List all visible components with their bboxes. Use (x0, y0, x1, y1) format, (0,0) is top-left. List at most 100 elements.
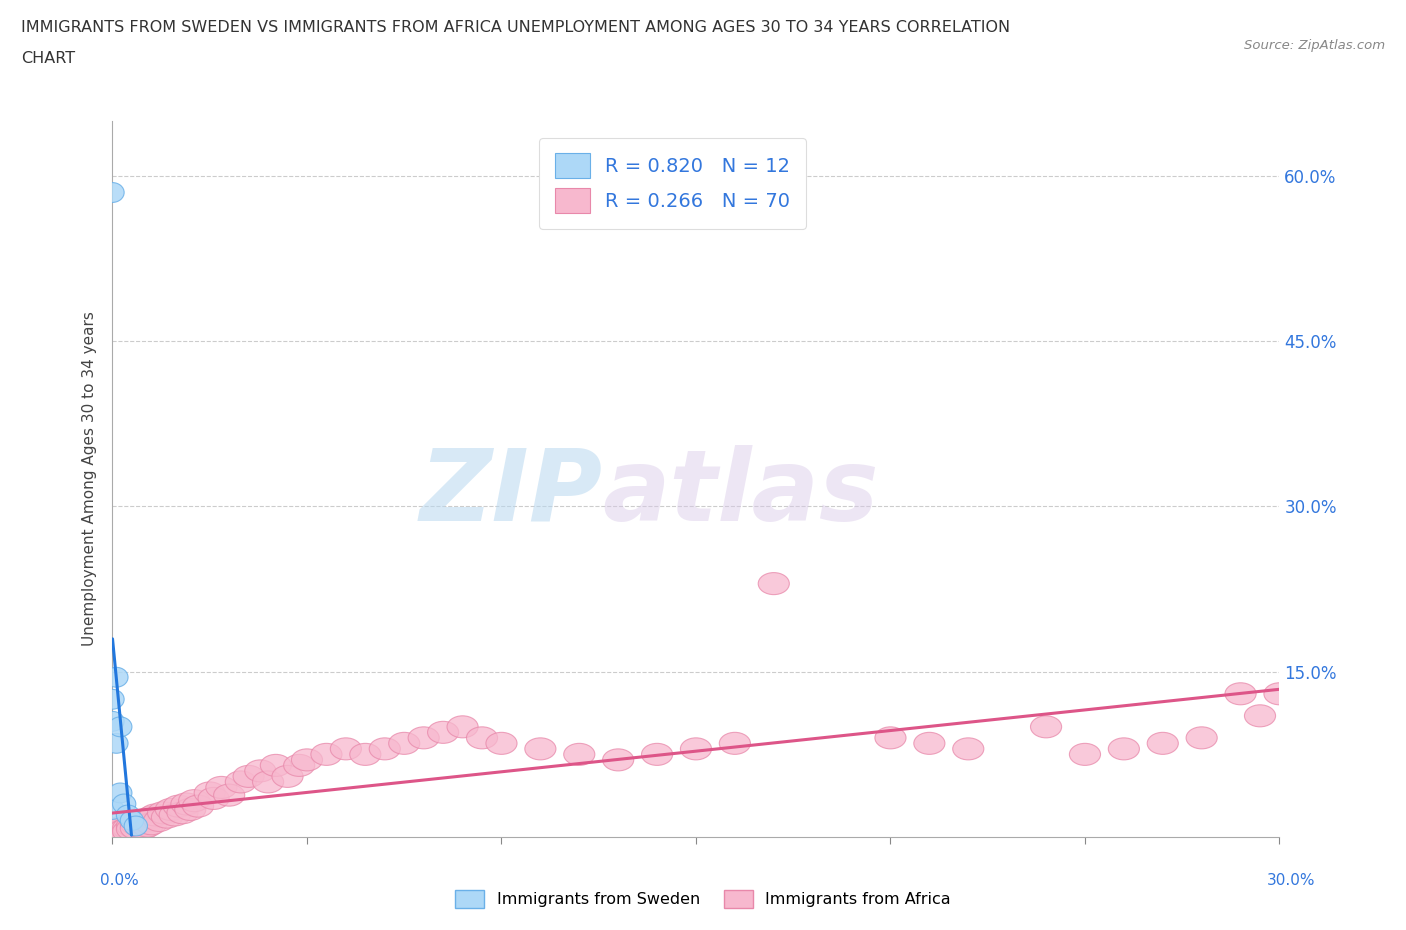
Ellipse shape (101, 823, 132, 844)
Ellipse shape (467, 727, 498, 749)
Ellipse shape (291, 749, 322, 771)
Ellipse shape (112, 817, 143, 839)
Ellipse shape (1147, 732, 1178, 754)
Ellipse shape (121, 817, 152, 839)
Ellipse shape (953, 737, 984, 760)
Ellipse shape (350, 743, 381, 765)
Ellipse shape (1264, 683, 1295, 705)
Ellipse shape (117, 818, 148, 841)
Ellipse shape (97, 820, 128, 843)
Ellipse shape (284, 754, 315, 777)
Ellipse shape (205, 777, 238, 799)
Ellipse shape (370, 737, 401, 760)
Ellipse shape (194, 782, 225, 804)
Y-axis label: Unemployment Among Ages 30 to 34 years: Unemployment Among Ages 30 to 34 years (82, 312, 97, 646)
Ellipse shape (97, 823, 128, 844)
Ellipse shape (128, 813, 159, 835)
Ellipse shape (179, 790, 209, 812)
Ellipse shape (97, 820, 128, 843)
Ellipse shape (101, 800, 124, 819)
Ellipse shape (117, 805, 139, 825)
Ellipse shape (132, 815, 163, 837)
Ellipse shape (311, 743, 342, 765)
Ellipse shape (447, 716, 478, 737)
Ellipse shape (875, 727, 905, 749)
Ellipse shape (101, 182, 124, 203)
Ellipse shape (155, 799, 187, 820)
Ellipse shape (198, 788, 229, 809)
Ellipse shape (104, 820, 136, 843)
Ellipse shape (564, 743, 595, 765)
Ellipse shape (427, 722, 458, 743)
Ellipse shape (330, 737, 361, 760)
Ellipse shape (108, 717, 132, 737)
Ellipse shape (1108, 737, 1139, 760)
Ellipse shape (1244, 705, 1275, 727)
Text: IMMIGRANTS FROM SWEDEN VS IMMIGRANTS FROM AFRICA UNEMPLOYMENT AMONG AGES 30 TO 3: IMMIGRANTS FROM SWEDEN VS IMMIGRANTS FRO… (21, 20, 1011, 35)
Ellipse shape (245, 760, 276, 782)
Ellipse shape (128, 817, 159, 839)
Ellipse shape (108, 819, 139, 842)
Ellipse shape (97, 825, 128, 847)
Ellipse shape (124, 815, 155, 837)
Legend: R = 0.820   N = 12, R = 0.266   N = 70: R = 0.820 N = 12, R = 0.266 N = 70 (540, 138, 806, 229)
Ellipse shape (108, 783, 132, 803)
Ellipse shape (104, 734, 128, 753)
Ellipse shape (101, 820, 132, 843)
Ellipse shape (148, 802, 179, 824)
Text: Source: ZipAtlas.com: Source: ZipAtlas.com (1244, 39, 1385, 52)
Ellipse shape (641, 743, 672, 765)
Ellipse shape (174, 799, 205, 820)
Ellipse shape (603, 749, 634, 771)
Text: ZIP: ZIP (419, 445, 603, 542)
Ellipse shape (136, 806, 167, 829)
Ellipse shape (101, 711, 124, 731)
Ellipse shape (108, 815, 139, 837)
Ellipse shape (143, 809, 174, 831)
Ellipse shape (132, 809, 163, 831)
Ellipse shape (167, 802, 198, 824)
Ellipse shape (260, 754, 291, 777)
Ellipse shape (112, 794, 136, 814)
Ellipse shape (1070, 743, 1101, 765)
Text: 0.0%: 0.0% (100, 873, 139, 888)
Ellipse shape (1225, 683, 1256, 705)
Ellipse shape (104, 668, 128, 687)
Ellipse shape (1187, 727, 1218, 749)
Ellipse shape (117, 815, 148, 837)
Ellipse shape (97, 824, 128, 845)
Ellipse shape (101, 689, 124, 710)
Text: atlas: atlas (603, 445, 879, 542)
Ellipse shape (139, 804, 172, 826)
Ellipse shape (271, 765, 304, 788)
Ellipse shape (524, 737, 555, 760)
Ellipse shape (136, 813, 167, 835)
Ellipse shape (159, 804, 190, 826)
Ellipse shape (183, 795, 214, 817)
Ellipse shape (172, 793, 202, 815)
Text: 30.0%: 30.0% (1267, 873, 1315, 888)
Ellipse shape (124, 816, 148, 836)
Ellipse shape (152, 806, 183, 829)
Legend: Immigrants from Sweden, Immigrants from Africa: Immigrants from Sweden, Immigrants from … (449, 884, 957, 914)
Ellipse shape (681, 737, 711, 760)
Ellipse shape (214, 784, 245, 806)
Ellipse shape (97, 824, 128, 845)
Ellipse shape (97, 823, 128, 844)
Text: CHART: CHART (21, 51, 75, 66)
Ellipse shape (408, 727, 439, 749)
Ellipse shape (758, 573, 789, 594)
Ellipse shape (124, 809, 155, 831)
Ellipse shape (914, 732, 945, 754)
Ellipse shape (720, 732, 751, 754)
Ellipse shape (388, 732, 420, 754)
Ellipse shape (486, 732, 517, 754)
Ellipse shape (104, 817, 136, 839)
Ellipse shape (121, 811, 143, 830)
Ellipse shape (163, 795, 194, 817)
Ellipse shape (233, 765, 264, 788)
Ellipse shape (253, 771, 284, 793)
Ellipse shape (112, 820, 143, 843)
Ellipse shape (1031, 716, 1062, 737)
Ellipse shape (225, 771, 256, 793)
